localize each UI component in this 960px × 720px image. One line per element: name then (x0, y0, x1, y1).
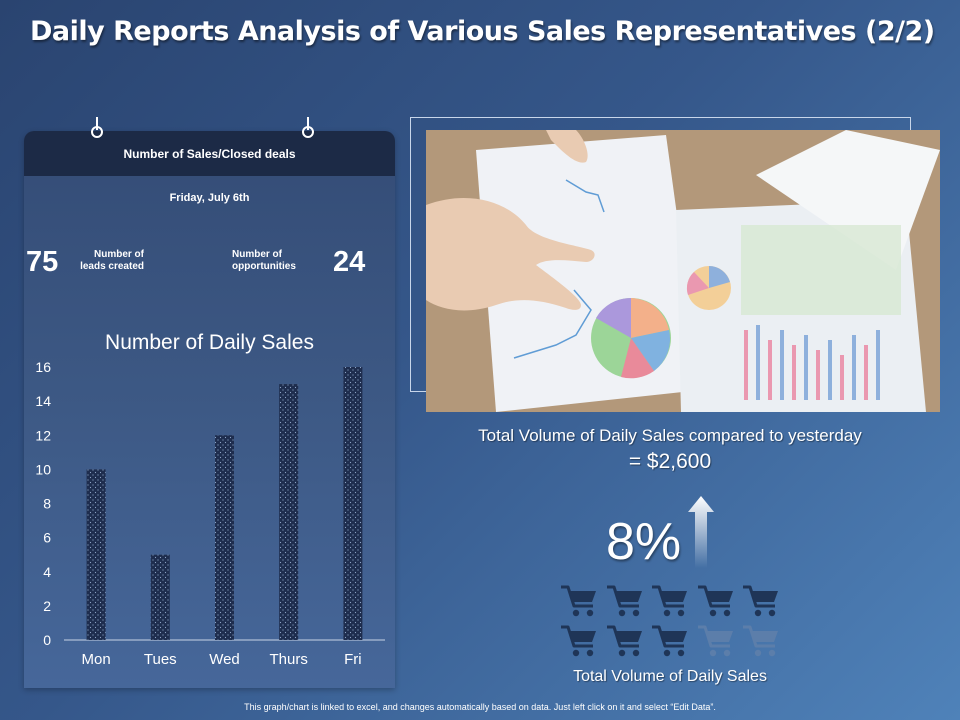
y-tick-label: 8 (43, 496, 51, 512)
bar-wed[interactable] (215, 435, 234, 640)
shopping-cart-icon (697, 625, 733, 657)
chart-title: Number of Daily Sales (105, 331, 314, 354)
sales-panel: Number of Sales/Closed deals Friday, Jul… (24, 117, 395, 688)
leads-count: 75 (26, 246, 59, 278)
y-tick-label: 4 (43, 564, 51, 580)
x-tick-label: Tues (144, 651, 177, 668)
panel-header-label: Number of Sales/Closed deals (123, 147, 296, 161)
business-meeting-photo (426, 130, 940, 412)
leads-label: Number of leads created (64, 249, 144, 273)
percent-change: 8% (606, 513, 682, 571)
shopping-cart-icon (561, 585, 596, 617)
y-tick-label: 16 (35, 359, 51, 375)
y-tick-label: 0 (43, 632, 51, 648)
report-date: Friday, July 6th (169, 192, 250, 204)
shopping-cart-icon (606, 585, 642, 617)
shopping-cart-icon (652, 585, 687, 617)
shopping-cart-icon (606, 625, 642, 657)
x-tick-label: Mon (82, 651, 111, 668)
daily-sales-bar-chart[interactable]: 0 2 4 6 8 10 12 14 16 Mon Tues Wed Thurs Fri (24, 356, 395, 688)
slide-title: Daily Reports Analysis of Various Sales … (30, 16, 935, 47)
leads-label-line1: Number of (94, 249, 144, 260)
opportunities-label-line1: Number of (232, 249, 282, 260)
up-arrow-icon (688, 496, 714, 568)
compare-value: = $2,600 (628, 450, 712, 473)
binder-ring-icon (302, 117, 314, 141)
panel-header: Number of Sales/Closed deals (24, 117, 395, 176)
leads-label-line2: leads created (80, 261, 144, 272)
bar-tues[interactable] (150, 554, 170, 640)
daily-sales-volume-label: Total Volume of Daily Sales (573, 668, 767, 685)
x-tick-label: Thurs (270, 651, 308, 668)
y-tick-label: 10 (35, 461, 51, 477)
opportunities-label-line2: opportunities (232, 261, 296, 272)
opportunities-label: Number of opportunities (232, 249, 322, 273)
shopping-cart-icon (743, 625, 778, 657)
y-tick-label: 2 (43, 598, 51, 614)
x-tick-label: Wed (209, 651, 240, 668)
shopping-cart-icon (743, 585, 778, 617)
footer-note: This graph/chart is linked to excel, and… (244, 702, 716, 712)
y-tick-label: 12 (35, 427, 51, 443)
opportunities-count: 24 (333, 246, 366, 278)
shopping-cart-icon (697, 585, 733, 617)
compare-text: Total Volume of Daily Sales compared to … (478, 426, 862, 445)
y-tick-label: 6 (43, 530, 51, 546)
shopping-cart-icon (561, 625, 596, 657)
binder-ring-icon (91, 117, 103, 141)
shopping-cart-icon (652, 625, 687, 657)
shopping-cart-icon-grid (560, 584, 785, 662)
bar-mon[interactable] (86, 469, 106, 640)
y-tick-label: 14 (35, 393, 51, 409)
bar-thurs[interactable] (279, 384, 299, 640)
x-tick-label: Fri (344, 651, 362, 668)
bar-fri[interactable] (343, 367, 363, 640)
